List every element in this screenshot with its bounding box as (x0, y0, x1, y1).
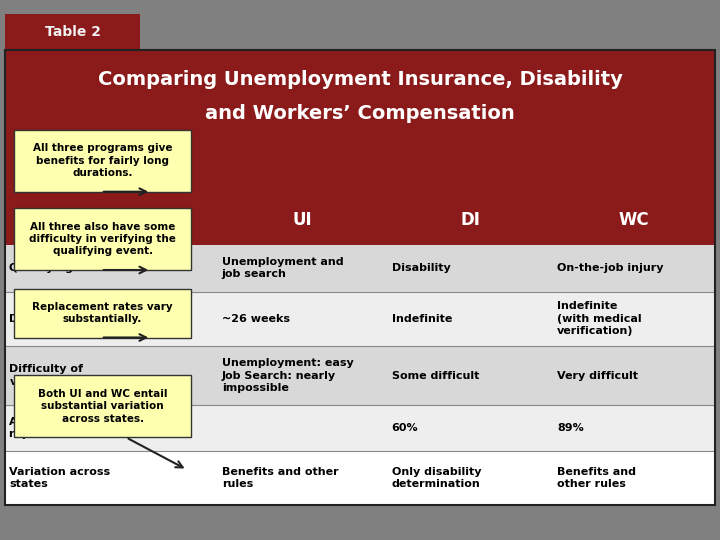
Text: Some difficult: Some difficult (392, 370, 479, 381)
FancyBboxPatch shape (5, 50, 715, 245)
Text: Variation across
states: Variation across states (9, 467, 110, 489)
Text: Indefinite
(with medical
verification): Indefinite (with medical verification) (557, 301, 642, 336)
Text: Both UI and WC entail
substantial variation
across states.: Both UI and WC entail substantial variat… (38, 389, 167, 424)
Text: DI: DI (460, 211, 480, 229)
Text: Table 2: Table 2 (45, 25, 101, 38)
FancyBboxPatch shape (14, 375, 191, 437)
Text: WC: WC (618, 211, 649, 229)
FancyBboxPatch shape (14, 130, 191, 192)
Text: and Workers’ Compensation: and Workers’ Compensation (205, 104, 515, 123)
Text: All three programs give
benefits for fairly long
durations.: All three programs give benefits for fai… (33, 143, 172, 178)
Text: All three also have some
difficulty in verifying the
qualifying event.: All three also have some difficulty in v… (30, 221, 176, 256)
FancyBboxPatch shape (14, 208, 191, 270)
Text: Only disability
determination: Only disability determination (392, 467, 481, 489)
Text: Very difficult: Very difficult (557, 370, 638, 381)
Text: UI: UI (292, 211, 312, 229)
Text: Difficulty of
verification: Difficulty of verification (9, 364, 84, 387)
Text: Unemployment: easy
Job Search: nearly
impossible: Unemployment: easy Job Search: nearly im… (222, 358, 354, 393)
Text: Qualifying event: Qualifying event (9, 263, 112, 273)
Text: Indefinite: Indefinite (392, 314, 452, 323)
Text: 89%: 89% (557, 423, 584, 433)
Text: Benefits and
other rules: Benefits and other rules (557, 467, 636, 489)
FancyBboxPatch shape (14, 289, 191, 338)
FancyBboxPatch shape (5, 405, 715, 451)
Text: Average
replacement rate: Average replacement rate (9, 417, 117, 439)
Text: On-the-job injury: On-the-job injury (557, 263, 664, 273)
FancyBboxPatch shape (5, 245, 715, 292)
FancyBboxPatch shape (5, 346, 715, 405)
Text: Disability: Disability (392, 263, 451, 273)
FancyBboxPatch shape (5, 451, 715, 505)
Text: Benefits and other
rules: Benefits and other rules (222, 467, 338, 489)
Text: ~26 weeks: ~26 weeks (222, 314, 289, 323)
Text: 60%: 60% (392, 423, 418, 433)
Text: Replacement rates vary
substantially.: Replacement rates vary substantially. (32, 302, 173, 325)
FancyBboxPatch shape (5, 292, 715, 346)
Text: Duration: Duration (9, 314, 64, 323)
Text: Comparing Unemployment Insurance, Disability: Comparing Unemployment Insurance, Disabi… (98, 70, 622, 89)
Text: Unemployment and
job search: Unemployment and job search (222, 257, 343, 279)
FancyBboxPatch shape (5, 14, 140, 50)
